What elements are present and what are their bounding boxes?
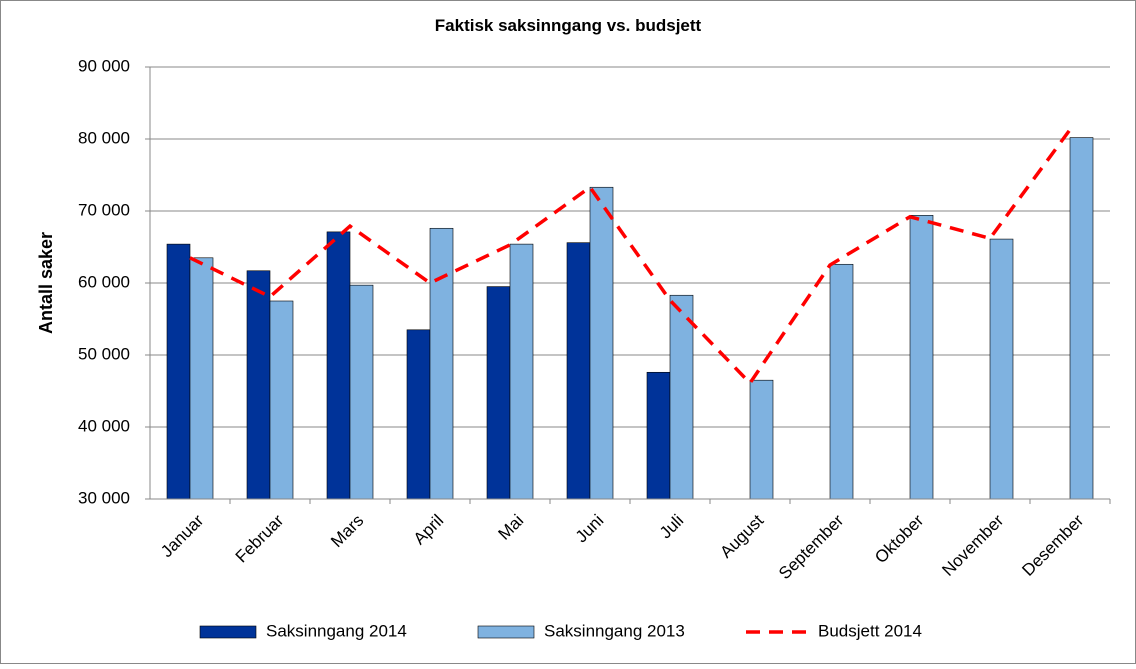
- bar: [486, 286, 511, 500]
- bar: [829, 263, 854, 500]
- bar: [989, 238, 1014, 500]
- y-tick-label: 50 000: [78, 344, 130, 363]
- y-tick-label: 60 000: [78, 272, 130, 291]
- legend-swatch: [199, 625, 257, 639]
- bar: [189, 257, 214, 500]
- bar: [246, 270, 271, 500]
- legend-label: Budsjett 2014: [818, 621, 922, 640]
- legend-swatch: [477, 625, 535, 639]
- bar: [326, 231, 351, 500]
- bar: [589, 186, 614, 500]
- bar: [909, 215, 934, 500]
- bar: [509, 243, 534, 500]
- bar: [669, 294, 694, 500]
- bar: [349, 284, 374, 500]
- bar: [566, 242, 591, 500]
- bar: [646, 371, 671, 500]
- legend-label: Saksinngang 2013: [544, 621, 685, 640]
- bar: [406, 329, 431, 500]
- bar: [749, 379, 774, 500]
- y-tick-label: 30 000: [78, 488, 130, 507]
- y-tick-label: 80 000: [78, 128, 130, 147]
- bar: [429, 227, 454, 500]
- y-axis-label: Antall saker: [36, 232, 56, 334]
- bar: [269, 300, 294, 500]
- chart-title: Faktisk saksinngang vs. budsjett: [435, 16, 702, 35]
- y-tick-label: 40 000: [78, 416, 130, 435]
- bar: [1069, 137, 1094, 500]
- y-tick-label: 90 000: [78, 56, 130, 75]
- legend-label: Saksinngang 2014: [266, 621, 407, 640]
- y-tick-label: 70 000: [78, 200, 130, 219]
- bar: [166, 243, 191, 500]
